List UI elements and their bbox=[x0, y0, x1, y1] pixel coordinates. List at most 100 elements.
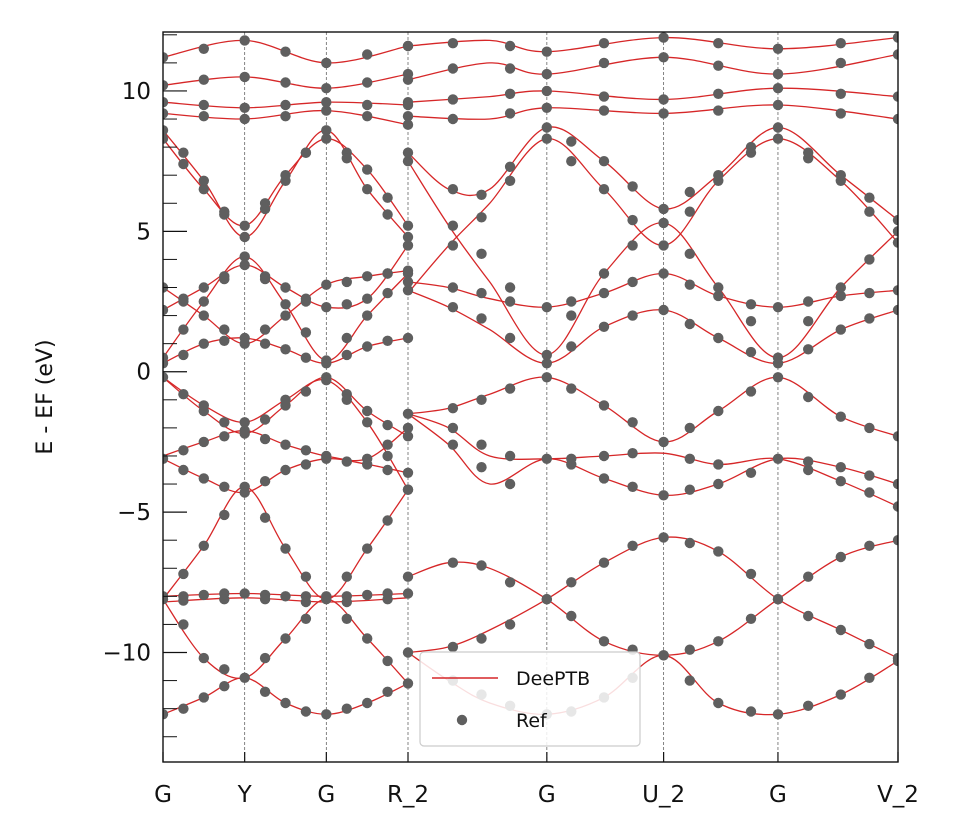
ref-point bbox=[362, 271, 373, 282]
ref-point bbox=[835, 411, 846, 422]
ref-point bbox=[382, 686, 393, 697]
x-tick-label: G bbox=[317, 782, 335, 808]
ref-point bbox=[362, 77, 373, 88]
ref-point bbox=[300, 596, 312, 608]
ref-point bbox=[163, 80, 169, 91]
ref-point bbox=[259, 476, 271, 487]
ref-point bbox=[658, 490, 669, 501]
ref-point bbox=[382, 655, 393, 667]
x-tick-label: G bbox=[538, 782, 556, 808]
ref-point bbox=[402, 231, 414, 243]
ref-point bbox=[198, 473, 209, 484]
ref-point bbox=[504, 282, 516, 293]
ref-point bbox=[300, 147, 312, 158]
ref-point bbox=[566, 610, 577, 622]
ref-point bbox=[772, 68, 784, 80]
ref-point bbox=[382, 419, 393, 431]
ref-point bbox=[402, 588, 414, 599]
ref-point bbox=[772, 352, 784, 363]
ref-point bbox=[598, 57, 610, 69]
ref-point bbox=[280, 543, 291, 554]
y-tick-label: 10 bbox=[122, 79, 151, 105]
ref-point bbox=[341, 571, 352, 582]
ref-point bbox=[341, 349, 352, 361]
ref-point bbox=[713, 478, 724, 490]
ref-point bbox=[598, 38, 610, 49]
ref-point bbox=[476, 287, 487, 299]
ref-point bbox=[198, 540, 209, 551]
ref-point bbox=[598, 105, 610, 116]
ref-point bbox=[772, 302, 784, 313]
ref-point bbox=[362, 184, 373, 195]
ref-point bbox=[864, 470, 875, 481]
ref-point bbox=[341, 394, 352, 405]
ref-point bbox=[362, 633, 373, 644]
ref-point bbox=[321, 709, 332, 720]
ref-point bbox=[745, 568, 757, 580]
ref-point bbox=[892, 535, 898, 546]
ref-point bbox=[341, 332, 352, 344]
ref-point bbox=[341, 456, 352, 467]
ref-point bbox=[803, 610, 814, 622]
legend-box bbox=[419, 651, 641, 747]
ref-point bbox=[198, 99, 209, 111]
ref-point bbox=[382, 439, 393, 450]
ref-point bbox=[541, 133, 552, 144]
ref-point bbox=[476, 439, 487, 450]
ref-point bbox=[402, 240, 414, 251]
ref-point bbox=[504, 175, 516, 186]
ref-point bbox=[178, 703, 189, 714]
ref-point bbox=[684, 453, 695, 464]
ref-point bbox=[219, 509, 230, 521]
ref-point bbox=[566, 296, 577, 307]
ref-point bbox=[239, 113, 250, 125]
ref-point bbox=[447, 422, 459, 434]
ref-point bbox=[341, 299, 352, 310]
ref-point bbox=[239, 588, 250, 599]
ref-point bbox=[892, 478, 898, 490]
ref-point bbox=[402, 484, 414, 495]
ref-point bbox=[239, 220, 250, 231]
ref-point bbox=[835, 57, 846, 69]
ref-point bbox=[362, 405, 373, 417]
ref-point bbox=[341, 613, 352, 624]
ref-point bbox=[382, 450, 393, 462]
ref-point bbox=[198, 652, 209, 664]
legend-deeptb-label: DeePTB bbox=[516, 668, 590, 690]
ref-point bbox=[684, 206, 695, 217]
ref-point bbox=[321, 125, 332, 136]
ref-point bbox=[198, 111, 209, 122]
y-tick-label: 5 bbox=[136, 219, 151, 245]
ref-point bbox=[713, 105, 724, 116]
ref-point bbox=[627, 276, 638, 288]
ref-point bbox=[219, 271, 230, 282]
ref-point bbox=[835, 88, 846, 100]
ref-point bbox=[892, 91, 898, 102]
ref-point bbox=[402, 220, 414, 231]
ref-point bbox=[198, 338, 209, 349]
ref-point bbox=[864, 192, 875, 203]
ref-point bbox=[362, 310, 373, 321]
ref-point bbox=[321, 279, 332, 290]
ref-point bbox=[713, 170, 724, 181]
band-line bbox=[407, 53, 898, 81]
ref-point bbox=[402, 111, 414, 122]
ref-point bbox=[713, 697, 724, 709]
y-tick-label: −10 bbox=[102, 641, 151, 667]
ref-point bbox=[835, 689, 846, 700]
ref-point bbox=[627, 417, 638, 428]
ref-point bbox=[892, 431, 898, 442]
band-line bbox=[407, 87, 898, 103]
ref-point bbox=[198, 184, 209, 195]
ref-point bbox=[402, 571, 414, 582]
ref-point bbox=[684, 186, 695, 198]
ref-point bbox=[239, 71, 250, 83]
ref-point bbox=[280, 697, 291, 709]
ref-point bbox=[627, 481, 638, 492]
ref-point bbox=[300, 445, 312, 456]
ref-point bbox=[892, 49, 898, 60]
ref-point bbox=[803, 700, 814, 711]
ref-point bbox=[362, 111, 373, 122]
ref-point bbox=[198, 400, 209, 411]
